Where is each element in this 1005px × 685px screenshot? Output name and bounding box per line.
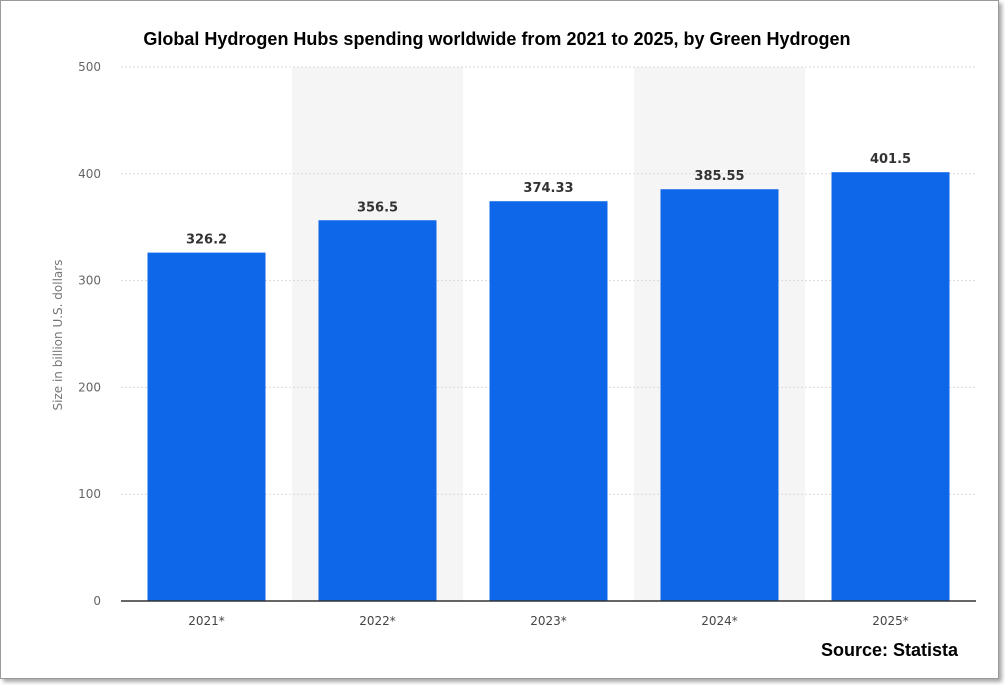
y-axis-title: Size in billion U.S. dollars <box>51 260 65 411</box>
bars <box>147 172 950 601</box>
data-label: 401.5 <box>870 152 911 167</box>
source-label: Source: Statista <box>821 640 959 660</box>
x-tick-label: 2025* <box>872 614 909 628</box>
bar-2021 <box>147 252 266 601</box>
y-tick-label: 200 <box>78 380 101 394</box>
y-tick-label: 100 <box>78 487 101 501</box>
bar-2025 <box>831 172 950 601</box>
bar-2023 <box>489 201 608 601</box>
y-tick-label: 500 <box>78 60 101 74</box>
y-tick-label: 400 <box>78 167 101 181</box>
x-tick-label: 2021* <box>188 614 225 628</box>
y-axis-ticks: 0 100 200 300 400 500 <box>78 60 101 608</box>
y-tick-label: 300 <box>78 274 101 288</box>
data-label: 374.33 <box>523 181 573 196</box>
data-label: 356.5 <box>357 200 398 215</box>
x-tick-label: 2024* <box>701 614 738 628</box>
chart-title: Global Hydrogen Hubs spending worldwide … <box>143 29 850 49</box>
data-labels: 326.2 356.5 374.33 385.55 401.5 <box>186 152 911 247</box>
data-label: 326.2 <box>186 233 227 248</box>
x-axis-ticks: 2021* 2022* 2023* 2024* 2025* <box>188 614 909 628</box>
x-tick-label: 2022* <box>359 614 396 628</box>
data-label: 385.55 <box>694 169 744 184</box>
bar-2022 <box>318 220 437 601</box>
y-tick-label: 0 <box>93 594 101 608</box>
x-tick-label: 2023* <box>530 614 567 628</box>
bar-2024 <box>660 189 779 601</box>
